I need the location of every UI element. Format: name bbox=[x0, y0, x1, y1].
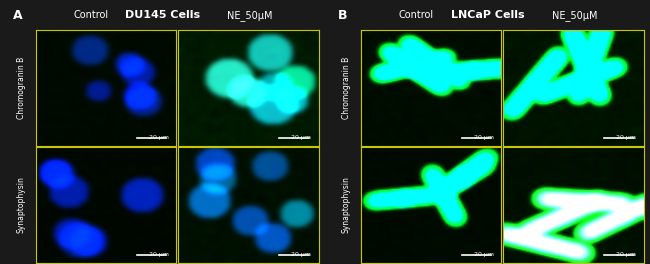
Text: Chromogranin B: Chromogranin B bbox=[17, 57, 25, 119]
Text: 20 μm: 20 μm bbox=[149, 135, 169, 140]
Text: NE_50μM: NE_50μM bbox=[552, 10, 597, 21]
Text: NE_50μM: NE_50μM bbox=[227, 10, 272, 21]
Text: B: B bbox=[338, 9, 347, 22]
Text: 20 μm: 20 μm bbox=[474, 252, 494, 257]
Text: 20 μm: 20 μm bbox=[616, 135, 636, 140]
Text: 20 μm: 20 μm bbox=[291, 135, 311, 140]
Text: A: A bbox=[13, 9, 22, 22]
Text: Synaptophysin: Synaptophysin bbox=[17, 177, 25, 233]
Text: Control: Control bbox=[398, 10, 434, 20]
Text: 20 μm: 20 μm bbox=[474, 135, 494, 140]
Text: Control: Control bbox=[73, 10, 109, 20]
Text: LNCaP Cells: LNCaP Cells bbox=[450, 10, 525, 20]
Text: DU145 Cells: DU145 Cells bbox=[125, 10, 200, 20]
Text: Synaptophysin: Synaptophysin bbox=[342, 177, 350, 233]
Text: Chromogranin B: Chromogranin B bbox=[342, 57, 350, 119]
Text: 20 μm: 20 μm bbox=[291, 252, 311, 257]
Text: 20 μm: 20 μm bbox=[149, 252, 169, 257]
Text: 20 μm: 20 μm bbox=[616, 252, 636, 257]
